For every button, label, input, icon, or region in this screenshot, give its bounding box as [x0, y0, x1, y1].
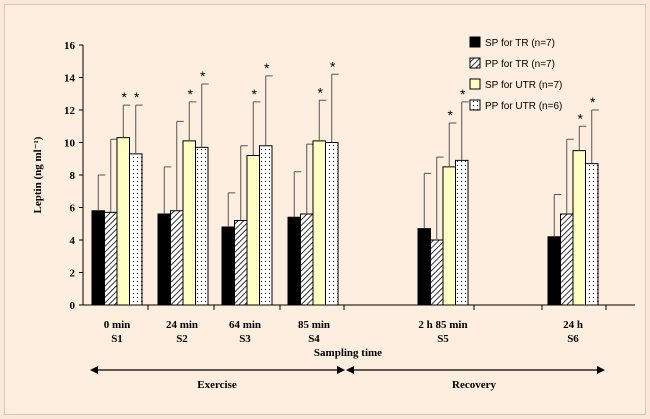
legend-label: SP for TR (n=7): [485, 38, 555, 49]
legend-swatch: [469, 36, 481, 48]
x-category-time: 64 min: [229, 319, 261, 331]
significance-marker: *: [134, 89, 140, 105]
legend-swatch: [469, 99, 481, 111]
bar: [585, 163, 599, 306]
bar: [259, 145, 273, 306]
x-category-time: 0 min: [104, 319, 131, 331]
bar: [221, 226, 235, 306]
bar: [300, 213, 314, 306]
significance-marker: *: [578, 110, 584, 126]
bar: [104, 211, 118, 306]
bar: [234, 220, 248, 306]
y-tick-label: 12: [64, 105, 76, 117]
bar: [547, 236, 561, 306]
y-tick-label: 4: [70, 235, 76, 247]
significance-marker: *: [264, 60, 270, 76]
bar: [91, 210, 105, 306]
significance-marker: *: [122, 89, 128, 105]
bar: [157, 213, 171, 306]
bar: [430, 239, 444, 306]
y-axis-label: Leptin (ng ml⁻¹): [32, 136, 44, 213]
x-category-sample: S3: [239, 333, 251, 345]
x-category-time: 2 h 85 min: [418, 319, 467, 331]
bar: [170, 210, 184, 306]
exercise-arrow-right-head: [337, 366, 345, 374]
recovery-arrow-right-head: [597, 366, 605, 374]
legend-swatch: [469, 78, 481, 90]
recovery-arrow-left-head: [346, 366, 354, 374]
x-category-sample: S2: [176, 333, 188, 345]
legend-swatch: [469, 57, 481, 69]
legend-label: SP for UTR (n=7): [485, 80, 562, 91]
bar: [195, 146, 209, 306]
phase-label-recovery: Recovery: [452, 379, 496, 391]
x-category-time: 24 h: [563, 319, 583, 331]
x-axis-label: Sampling time: [314, 347, 382, 359]
bar: [116, 137, 130, 306]
y-tick-label: 10: [64, 138, 76, 150]
x-category-sample: S1: [111, 333, 123, 345]
bar: [442, 166, 456, 306]
bar: [325, 142, 339, 306]
phase-label-exercise: Exercise: [197, 379, 237, 391]
legend-label: PP for UTR (n=6): [485, 101, 562, 112]
significance-marker: *: [188, 86, 194, 102]
bar: [455, 159, 469, 306]
bar: [560, 213, 574, 306]
bars-group: * * * * * * * * * * * *: [91, 58, 599, 306]
legend: SP for TR (n=7) PP for TR (n=7) SP for UTR…: [469, 36, 562, 112]
y-tick-label: 0: [70, 300, 76, 312]
x-category-time: 85 min: [298, 319, 330, 331]
bar: [182, 140, 196, 306]
y-tick-label: 6: [70, 203, 76, 215]
bar: [572, 150, 586, 306]
y-tick-label: 8: [70, 170, 76, 182]
bar: [417, 228, 431, 306]
significance-marker: *: [252, 86, 258, 102]
significance-marker: *: [200, 68, 206, 84]
bar: [246, 155, 260, 306]
bar: [129, 153, 143, 306]
x-category-sample: S5: [437, 333, 449, 345]
y-tick-label: 14: [64, 73, 76, 85]
significance-marker: *: [318, 84, 324, 100]
significance-marker: *: [448, 107, 454, 123]
significance-marker: *: [590, 94, 596, 110]
x-category-sample: S6: [567, 333, 579, 345]
x-category-sample: S4: [308, 333, 320, 345]
significance-marker: *: [330, 58, 336, 74]
x-category-time: 24 min: [166, 319, 198, 331]
exercise-arrow-left-head: [90, 366, 98, 374]
significance-marker: *: [460, 86, 466, 102]
y-tick-label: 2: [70, 268, 76, 280]
legend-label: PP for TR (n=7): [485, 59, 555, 70]
bar: [287, 216, 301, 306]
y-tick-label: 16: [64, 40, 76, 52]
bar: [312, 140, 326, 306]
